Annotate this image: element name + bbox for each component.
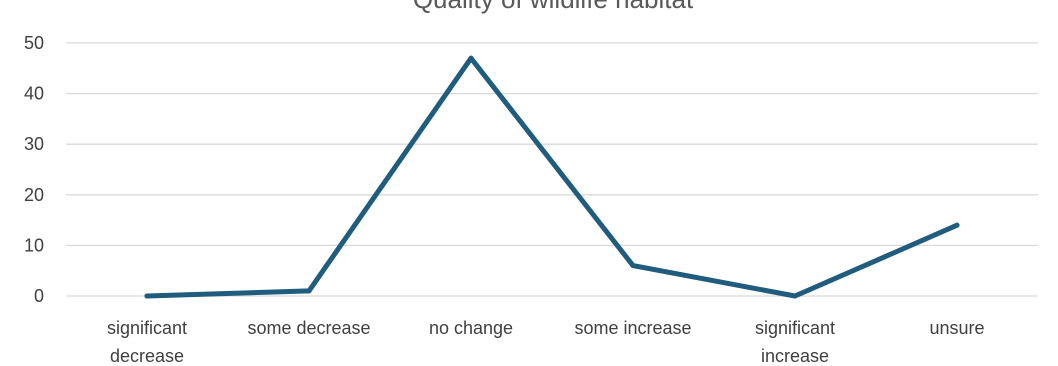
series-line — [144, 55, 960, 299]
x-category-label: unsure — [929, 318, 984, 338]
series-layer — [144, 55, 960, 299]
y-tick-label: 50 — [24, 33, 44, 53]
x-axis-category-labels: significant decrease some decrease no chang… — [107, 318, 985, 366]
data-point — [792, 293, 798, 299]
data-point — [954, 222, 960, 228]
x-category-label: significant increase — [755, 318, 835, 366]
data-point — [306, 288, 312, 294]
y-tick-label: 20 — [24, 185, 44, 205]
x-category-label: some increase — [574, 318, 691, 338]
chart-title: Quality of wildlife habitat — [413, 0, 694, 14]
data-point — [144, 293, 150, 299]
data-point — [468, 55, 474, 61]
x-category-label: significant decrease — [107, 318, 187, 366]
y-tick-label: 30 — [24, 134, 44, 154]
y-tick-label: 10 — [24, 235, 44, 255]
data-point — [630, 263, 636, 269]
x-category-label: some decrease — [247, 318, 370, 338]
gridlines — [66, 42, 1038, 297]
x-category-label: no change — [429, 318, 513, 338]
y-axis-tick-labels: 0 10 20 30 40 50 — [24, 33, 44, 306]
y-tick-label: 0 — [34, 286, 44, 306]
y-tick-label: 40 — [24, 84, 44, 104]
